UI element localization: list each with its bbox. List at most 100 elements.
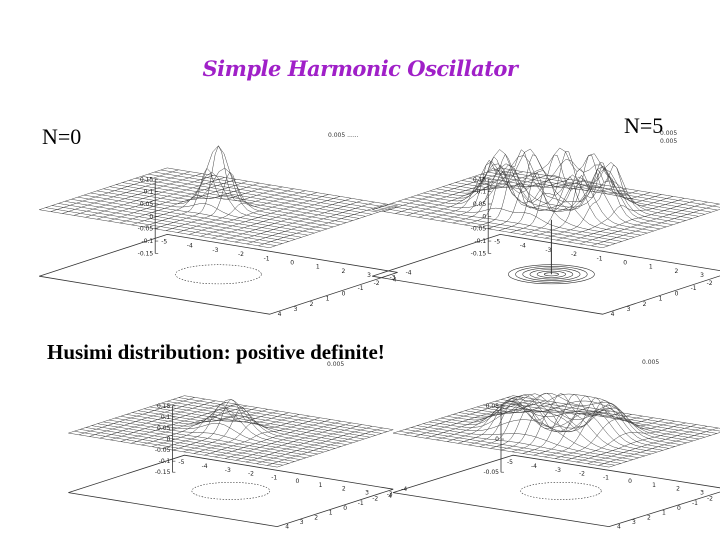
z-tick-label: 0.05 <box>140 201 154 208</box>
y-tick-label: -1 <box>358 500 364 507</box>
mesh-line <box>68 395 185 434</box>
mesh-line <box>266 427 383 466</box>
z-tick-label: 0 <box>495 436 499 443</box>
x-tick-label: 1 <box>316 264 320 271</box>
z-tick-label: -0.05 <box>138 226 154 233</box>
y-tick-label: -3 <box>387 491 393 498</box>
mesh-line <box>579 201 708 245</box>
z-tick-label: -0.15 <box>138 250 154 257</box>
x-tick-label: -3 <box>545 247 551 254</box>
y-tick-label: 3 <box>294 306 298 313</box>
x-tick-label: 2 <box>674 268 678 275</box>
mesh-line <box>110 402 227 441</box>
mesh-line <box>193 415 310 454</box>
y-tick-label: 0 <box>342 290 346 297</box>
x-tick-label: 0 <box>623 260 627 267</box>
mesh-line <box>183 407 300 453</box>
x-tick-label: -3 <box>212 247 218 254</box>
mesh-line <box>406 173 535 216</box>
y-tick-label: -4 <box>401 486 407 493</box>
mesh-line <box>372 209 603 248</box>
base-plane <box>68 454 394 528</box>
x-tick-label: 3 <box>365 489 369 496</box>
legend-text: 0.005 <box>328 132 346 139</box>
x-tick-label: 2 <box>342 486 346 493</box>
x-tick-label: -1 <box>271 474 277 481</box>
base-plane <box>392 454 720 528</box>
mesh-line <box>234 199 364 243</box>
base-plane <box>39 233 398 315</box>
x-tick-label: -4 <box>520 243 526 250</box>
mesh-line <box>211 196 341 239</box>
mesh-line <box>533 403 654 456</box>
mesh-line <box>188 192 318 235</box>
mesh-line <box>154 145 283 229</box>
x-tick-label: 0 <box>290 260 294 267</box>
mesh-line <box>372 167 501 210</box>
x-tick-label: 1 <box>649 264 653 271</box>
mesh-line <box>85 175 214 218</box>
base-plane <box>372 233 720 315</box>
legend-dots: ...... <box>347 132 359 139</box>
y-tick-label: 1 <box>329 510 333 517</box>
mesh-line <box>475 151 604 228</box>
y-tick-label: 1 <box>662 510 666 517</box>
mesh-line <box>120 403 237 442</box>
z-tick-label: 0.1 <box>477 189 487 196</box>
mesh-line <box>151 409 268 447</box>
contour-ring <box>175 264 262 285</box>
mesh-line <box>446 401 568 442</box>
y-tick-label: -2 <box>707 496 713 503</box>
legend-bottom-right: 0.005 <box>642 359 660 366</box>
mesh-line <box>602 209 720 248</box>
z-tick-label: 0 <box>167 436 171 443</box>
y-tick-label: 2 <box>647 514 651 521</box>
y-tick-label: 0 <box>343 505 347 512</box>
mesh-line <box>425 400 546 439</box>
mesh-line <box>395 171 524 214</box>
z-tick-label: 0.15 <box>157 403 171 410</box>
x-tick-label: 0 <box>628 478 632 485</box>
mesh-line <box>108 179 237 222</box>
mesh-line <box>62 171 191 214</box>
mesh-line <box>608 432 720 468</box>
y-tick-label: 2 <box>314 514 318 521</box>
x-tick-label: -4 <box>531 463 537 470</box>
mesh-line <box>204 417 321 456</box>
z-tick-label: -0.05 <box>155 447 171 454</box>
z-tick-label: 0.15 <box>473 176 487 183</box>
mesh-line <box>544 175 674 239</box>
y-tick-label: -1 <box>358 285 364 292</box>
mesh-line <box>39 167 168 210</box>
mesh-line <box>414 398 535 437</box>
mesh-line <box>500 395 622 451</box>
label-n5: N=5 <box>624 113 664 138</box>
x-tick-label: -5 <box>494 238 500 245</box>
z-tick-label: -0.05 <box>483 469 499 476</box>
mesh-line <box>464 154 593 226</box>
mesh-line <box>224 420 342 459</box>
mesh-line <box>256 426 373 464</box>
mesh-line <box>78 397 195 436</box>
mesh-line <box>246 201 375 245</box>
mesh-line <box>50 169 179 212</box>
plot-bottom-left: 0.15 0.1 0.05 0 -0.05 -0.1 -0.15 -5 -4 -3 -2 -1 0 1 2 3… <box>68 395 407 531</box>
x-tick-label: 3 <box>700 489 704 496</box>
x-tick-label: -2 <box>579 471 585 478</box>
surface-mesh <box>68 395 394 468</box>
z-tick-label: 0.15 <box>140 176 154 183</box>
mesh-line <box>119 180 248 224</box>
y-tick-label: 4 <box>617 524 621 531</box>
mesh-line <box>436 402 557 441</box>
legend-top-left: 0.005 ...... <box>328 132 359 139</box>
x-tick-label: 1 <box>652 482 656 489</box>
mesh-line <box>245 424 362 463</box>
surface-mesh <box>372 147 720 248</box>
z-tick-label: -0.15 <box>155 469 171 476</box>
mesh-line <box>452 154 581 224</box>
x-tick-label: -1 <box>603 474 609 481</box>
mesh-line <box>533 164 662 237</box>
mesh-line <box>511 397 632 453</box>
y-tick-label: 0 <box>675 290 679 297</box>
mesh-line <box>141 407 258 446</box>
